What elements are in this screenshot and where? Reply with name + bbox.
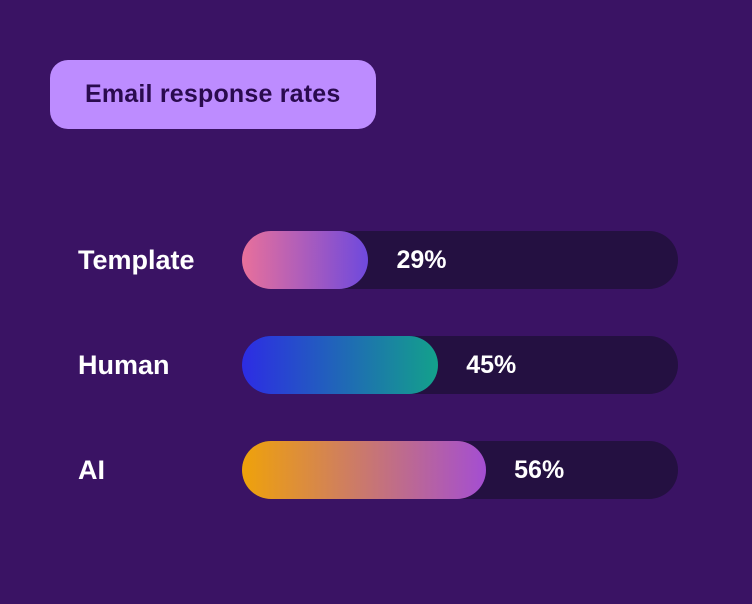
bar-fill (242, 336, 439, 394)
category-label: Template (78, 245, 195, 275)
bar-row: AI 56% (0, 441, 752, 499)
bar-value-label: 45% (466, 351, 517, 379)
bar-fill (242, 231, 369, 289)
chart-title: Email response rates (85, 80, 341, 108)
bar-row: Template 29% (0, 231, 752, 289)
chart-title-badge: Email response rates (50, 60, 376, 129)
bar-track: 29% (242, 231, 678, 289)
bar-track: 56% (242, 441, 678, 499)
category-label: AI (78, 455, 105, 485)
bar-track: 45% (242, 336, 678, 394)
category-label: Human (78, 350, 170, 380)
bar-fill (242, 441, 487, 499)
bar-row: Human 45% (0, 336, 752, 394)
bar-value-label: 56% (514, 456, 565, 484)
bar-value-label: 29% (396, 246, 447, 274)
